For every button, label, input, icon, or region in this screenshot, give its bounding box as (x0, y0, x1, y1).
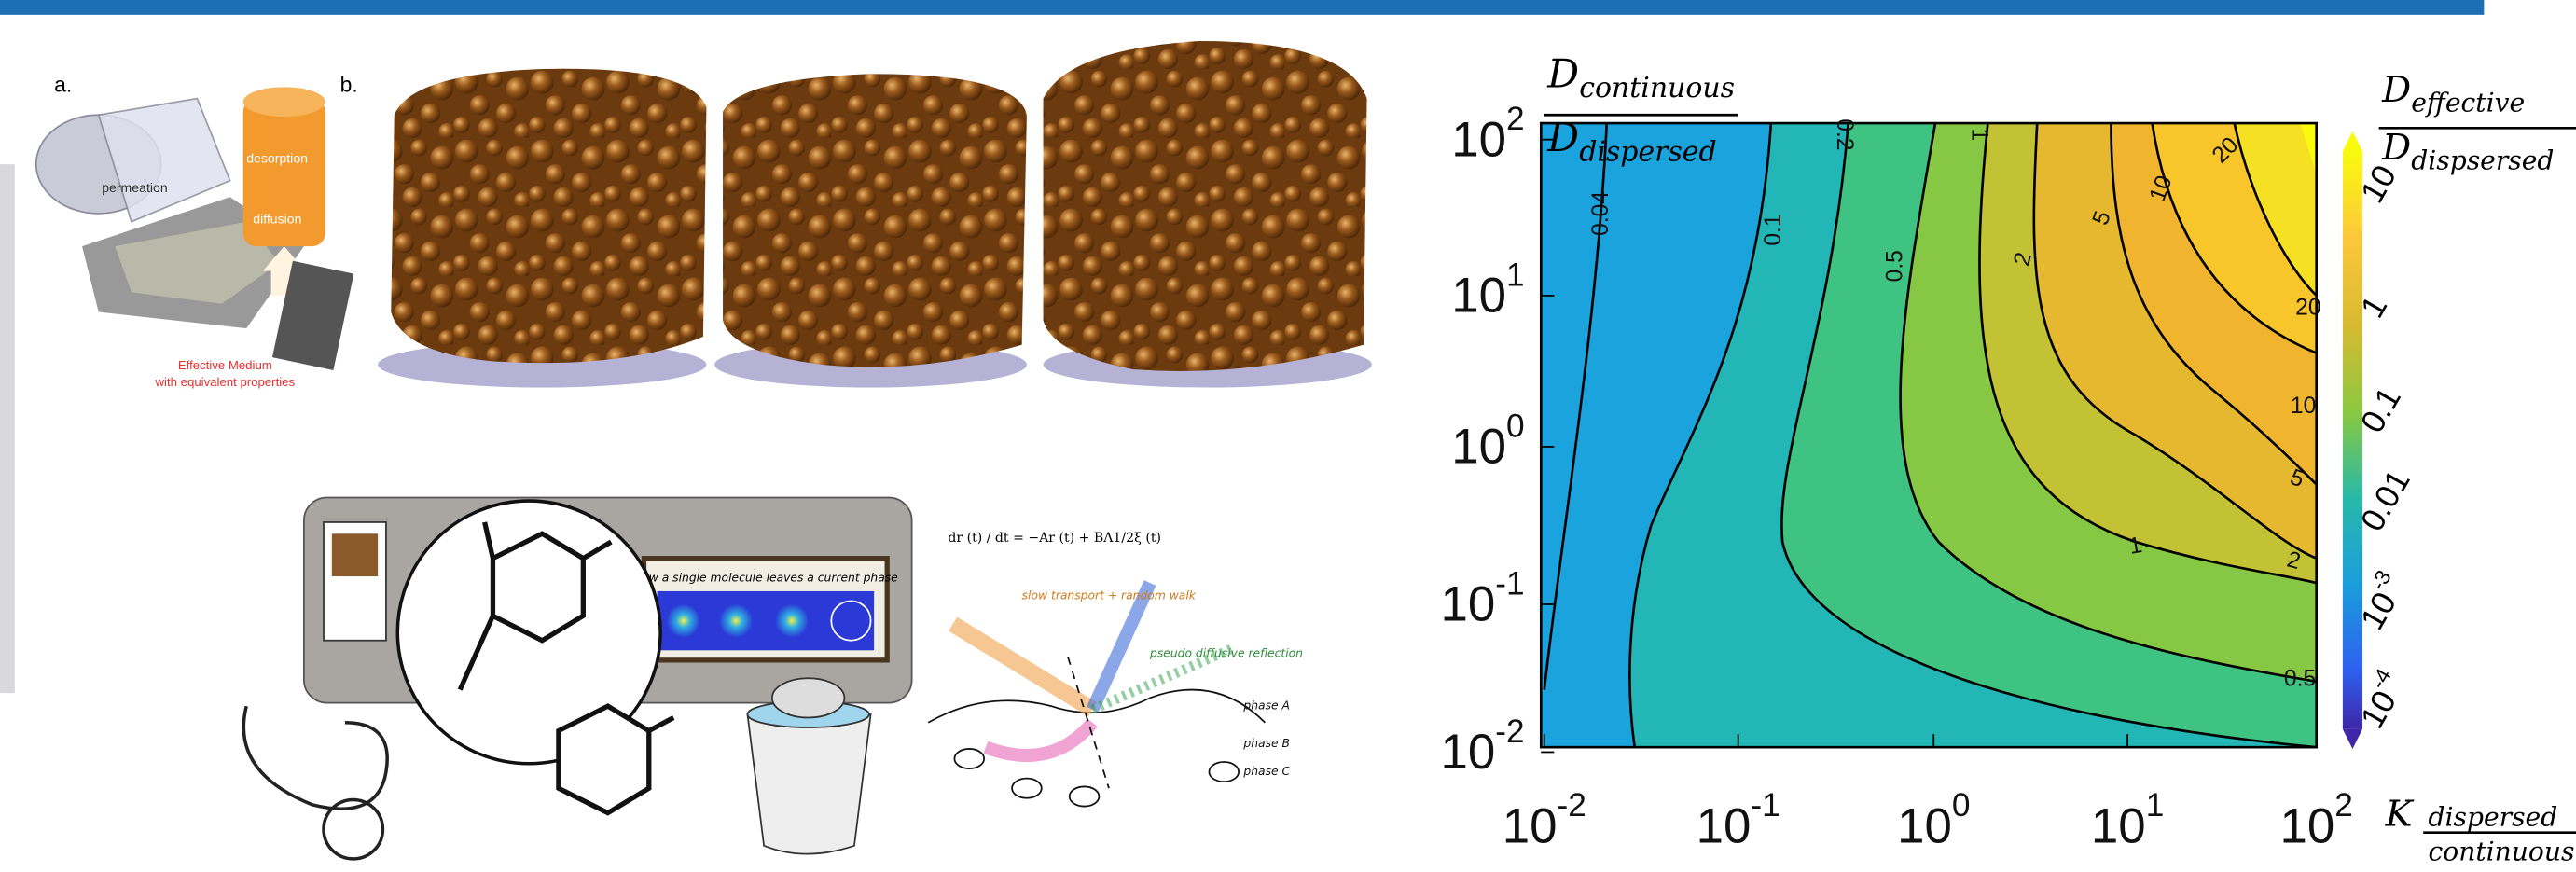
top-bar (0, 0, 2484, 15)
colorbar (2343, 151, 2362, 729)
contour-plot: Dcontinuous Ddispersed Deffective Ddisps… (1441, 50, 2576, 866)
cartoon: How a single molecule leaves a current p… (243, 498, 911, 859)
contour-label: 0.1 (1761, 214, 1786, 245)
cartoon-part (559, 706, 673, 812)
x-tick-label-base: 10 (1897, 798, 1952, 853)
colorbar-cap (2343, 131, 2362, 151)
mechanism-part (954, 749, 984, 768)
y-tick-label: 101 (1451, 256, 1524, 323)
contour-label: 0.04 (1588, 191, 1613, 236)
x-tick-label-base: 10 (2091, 798, 2146, 853)
x-tick-label: 10-2 (1503, 787, 1586, 853)
panel-b-part (723, 74, 1027, 367)
y-tick-label-base: 10 (1451, 112, 1506, 167)
x-tick-label: 101 (2091, 787, 2164, 853)
phase-label: phase B (1242, 737, 1290, 750)
contour-label: 0.5 (2284, 667, 2316, 692)
panel-b-part (391, 69, 706, 363)
phase-label: phase C (1242, 765, 1290, 778)
y-tick-label-exp: -1 (1495, 565, 1524, 602)
caption: Effective Medium (178, 358, 272, 372)
contour-label: 10 (2291, 394, 2316, 419)
cartoon-part (747, 714, 870, 854)
panel-a: a. permeation desorption diffusion Effec… (36, 73, 354, 389)
label: desorption (246, 150, 308, 165)
y-tick-label: 102 (1451, 101, 1524, 167)
annotation: slow transport + random walk (1022, 589, 1197, 602)
frame-title: How a single molecule leaves a current p… (633, 571, 898, 584)
panel-label: b. (340, 73, 358, 97)
contour-label: 1 (1966, 129, 1991, 142)
mechanism-part (1209, 762, 1239, 782)
y-title-part: dispersed (1579, 136, 1716, 169)
y-tick-label-base: 10 (1451, 269, 1506, 324)
y-tick-label: 10-2 (1441, 713, 1525, 780)
label: diffusion (253, 211, 301, 226)
y-tick-label-exp: 0 (1506, 408, 1525, 444)
cartoon-part (775, 604, 808, 637)
cartoon-part (720, 604, 753, 637)
x-title: dispersed (2428, 802, 2557, 833)
x-tick-label: 102 (2279, 787, 2352, 853)
x-tick-label: 100 (1897, 787, 1970, 853)
label: permeation (102, 180, 167, 195)
x-tick-label: 10-1 (1697, 787, 1780, 853)
y-tick-label-base: 10 (1441, 725, 1496, 780)
slide: a. permeation desorption diffusion Effec… (0, 0, 2576, 872)
y-tick-label: 100 (1451, 408, 1524, 474)
y-title: Dcontinuous (1546, 50, 1735, 104)
colorbar-title-part: dispsersed (2411, 145, 2554, 175)
contour-fill (1541, 123, 2316, 747)
contour-label: 20 (2295, 296, 2320, 321)
panel-label: a. (54, 73, 72, 97)
x-tick-label-exp: 0 (1952, 787, 1971, 824)
x-tick-label-base: 10 (1503, 798, 1558, 853)
contour-label: 0.2 (1832, 118, 1857, 150)
equation: dr (t) / dt = −Ar (t) + BΛ1/2ξ (t) (948, 531, 1161, 546)
colorbar-title-part: D (2381, 127, 2411, 169)
mechanism-part (1070, 786, 1100, 806)
y-tick-label-exp: 1 (1506, 256, 1525, 293)
cartoon-part (243, 706, 387, 809)
colorbar-title-part: effective (2411, 88, 2525, 118)
cartoon-part (332, 533, 378, 576)
cartoon-part (667, 604, 699, 637)
colorbar-tick-label: 0.01 (2354, 464, 2417, 537)
y-tick-label-exp: 2 (1506, 101, 1525, 137)
panel-a-part (243, 87, 325, 117)
cartoon-part (772, 678, 845, 717)
y-tick-label-exp: -2 (1495, 713, 1524, 750)
side-bar (0, 164, 15, 693)
colorbar-title: Ddispsersed (2381, 127, 2554, 176)
y-title-part: continuous (1579, 72, 1735, 104)
x-tick-label-exp: -1 (1751, 787, 1780, 824)
panel-b-part (1044, 41, 1367, 371)
x-tick-label-exp: 1 (2146, 787, 2165, 824)
annotation: pseudo diffusive reflection (1149, 646, 1303, 659)
colorbar-title: Deffective (2381, 69, 2525, 118)
y-tick-label: 10-1 (1441, 565, 1525, 631)
y-title-part: D (1546, 115, 1579, 160)
phase-label: phase A (1242, 699, 1290, 713)
colorbar-cap (2343, 729, 2362, 749)
x-title: K (2385, 794, 2415, 836)
x-title: continuous (2428, 837, 2574, 867)
x-tick-label-exp: 2 (2334, 787, 2353, 824)
contour-label: 0.5 (1882, 250, 1907, 282)
colorbar-title-part: D (2381, 69, 2411, 111)
y-tick-label-base: 10 (1441, 577, 1496, 632)
mechanism: dr (t) / dt = −Ar (t) + BΛ1/2ξ (t) slow … (928, 531, 1303, 806)
x-tick-label-base: 10 (2279, 798, 2334, 853)
y-title-part: D (1546, 50, 1579, 96)
colorbar-tick-label-base: 0.01 (2354, 464, 2417, 537)
mechanism-part (953, 624, 1093, 710)
x-tick-label-base: 10 (1697, 798, 1752, 853)
panel-b: b. (340, 41, 1372, 388)
page: a. permeation desorption diffusion Effec… (0, 0, 2576, 872)
x-tick-label-exp: -2 (1558, 787, 1586, 824)
caption: with equivalent properties (155, 375, 296, 389)
y-tick-label-base: 10 (1451, 420, 1506, 475)
mechanism-part (986, 723, 1092, 755)
mechanism-part (1012, 779, 1042, 798)
